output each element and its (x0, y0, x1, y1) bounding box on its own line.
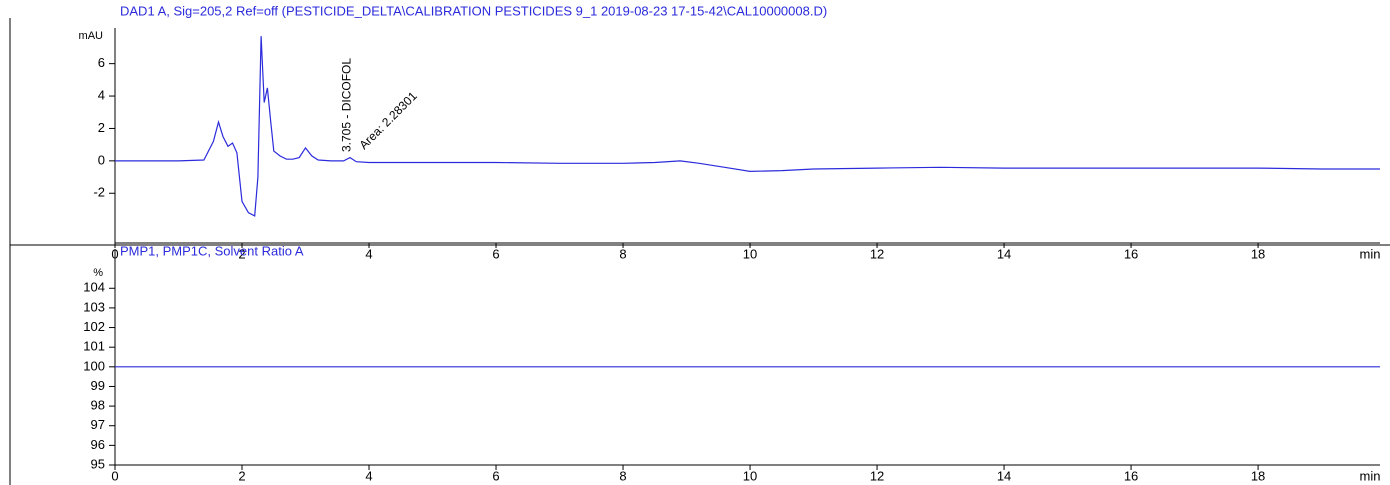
x-tick-label: 10 (743, 246, 757, 261)
x-tick-label: 4 (365, 246, 372, 261)
y-axis-label: % (93, 267, 103, 279)
x-tick-label: 2 (238, 246, 245, 261)
x-axis-label: min (1360, 468, 1381, 483)
y-tick-label: 2 (98, 120, 105, 135)
chart-title: PMP1, PMP1C, Solvent Ratio A (120, 243, 304, 258)
x-tick-label: 6 (492, 246, 499, 261)
y-tick-label: 101 (83, 339, 105, 354)
y-tick-label: 95 (91, 456, 105, 471)
x-tick-label: 6 (492, 468, 499, 483)
x-tick-label: 14 (997, 468, 1011, 483)
y-tick-label: 0 (98, 152, 105, 167)
x-tick-label: 16 (1124, 468, 1138, 483)
x-tick-label: 18 (1251, 246, 1265, 261)
x-tick-label: 0 (111, 468, 118, 483)
y-tick-label: 6 (98, 55, 105, 70)
y-tick-label: -2 (93, 185, 105, 200)
y-tick-label: 96 (91, 437, 105, 452)
x-tick-label: 16 (1124, 246, 1138, 261)
x-tick-label: 12 (870, 468, 884, 483)
chart-title: DAD1 A, Sig=205,2 Ref=off (PESTICIDE_DEL… (120, 3, 827, 18)
x-tick-label: 4 (365, 468, 372, 483)
x-tick-label: 14 (997, 246, 1011, 261)
y-tick-label: 104 (83, 280, 105, 295)
peak-label: 3.705 - DICOFOL (339, 58, 353, 152)
x-axis-label: min (1360, 246, 1381, 261)
y-tick-label: 103 (83, 299, 105, 314)
x-tick-label: 2 (238, 468, 245, 483)
y-tick-label: 102 (83, 319, 105, 334)
signal-line (115, 36, 1380, 217)
x-tick-label: 8 (619, 468, 626, 483)
y-axis-label: mAU (79, 30, 104, 42)
y-tick-label: 100 (83, 358, 105, 373)
y-tick-label: 97 (91, 417, 105, 432)
x-tick-label: 10 (743, 468, 757, 483)
x-tick-label: 18 (1251, 468, 1265, 483)
x-tick-label: 8 (619, 246, 626, 261)
y-tick-label: 98 (91, 398, 105, 413)
x-tick-label: 12 (870, 246, 884, 261)
y-tick-label: 4 (98, 87, 105, 102)
y-tick-label: 99 (91, 378, 105, 393)
area-label: Area: 2.28301 (357, 89, 420, 152)
